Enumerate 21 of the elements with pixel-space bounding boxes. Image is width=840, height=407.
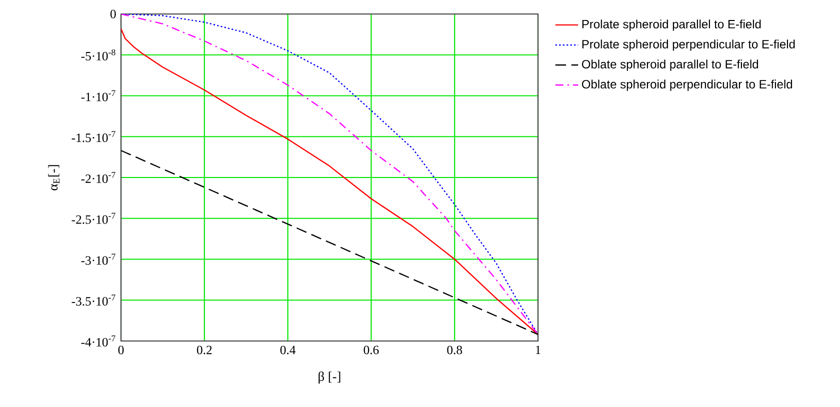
- y-tick-label: -3·10$^{-7}$: [81, 254, 116, 265]
- y-tick-label: 0: [110, 10, 116, 18]
- x-tick-label: 0.6: [364, 346, 379, 354]
- x-tick-label: 1: [536, 346, 540, 354]
- legend-label: Prolate spheroid parallel to E-field: [582, 20, 761, 31]
- legend-label: Prolate spheroid perpendicular to E-field: [582, 40, 795, 51]
- x-tick-label: 0.2: [196, 346, 212, 354]
- y-tick-label: -3.5·10$^{-7}$: [72, 294, 116, 306]
- x-tick-label: 0: [118, 346, 124, 354]
- y-tick-label: -1·10$^{-7}$: [81, 90, 116, 102]
- y-tick-label: -5·10$^{-8}$: [81, 49, 116, 60]
- x-tick-label: 0.8: [447, 346, 462, 354]
- x-tick-label: 0.4: [280, 346, 296, 354]
- y-tick-label: -1.5·10$^{-7}$: [72, 131, 116, 142]
- y-tick-label: -2·10$^{-7}$: [81, 172, 116, 184]
- legend-label: Oblate spheroid perpendicular to E-field: [582, 80, 792, 91]
- x-axis-title: β [-]: [318, 371, 340, 384]
- y-tick-label: -4·10$^{-7}$: [81, 335, 116, 346]
- legend-label: Oblate spheroid parallel to E-field: [582, 60, 758, 71]
- y-axis-title: α$_{E}$[-]: [48, 165, 60, 190]
- y-tick-label: -2.5·10$^{-7}$: [72, 212, 116, 224]
